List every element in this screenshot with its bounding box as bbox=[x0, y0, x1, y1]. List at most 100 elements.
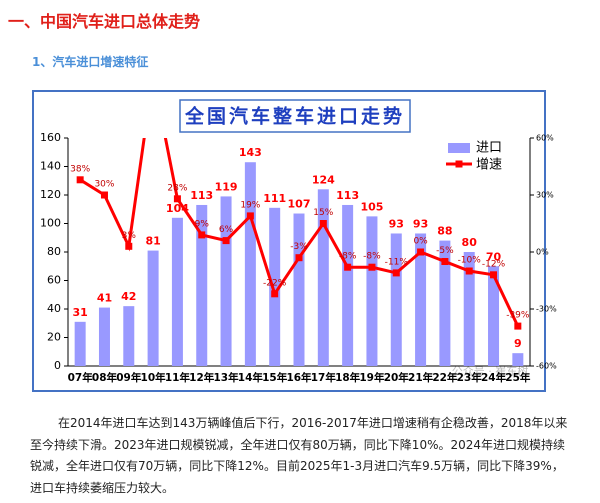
chart-title: 全国汽车整车进口走势 bbox=[184, 105, 405, 128]
growth-marker bbox=[246, 212, 254, 220]
growth-value-label: 3% bbox=[122, 231, 137, 241]
bar-value-label: 104 bbox=[166, 202, 189, 215]
bar-value-label: 119 bbox=[215, 180, 238, 193]
x-tick-label: 25年 bbox=[505, 371, 531, 384]
bar bbox=[171, 217, 183, 366]
growth-value-label: 38% bbox=[70, 164, 90, 174]
section-title: 一、中国汽车进口总体走势 bbox=[8, 12, 201, 31]
growth-value-label: 6% bbox=[219, 225, 234, 235]
watermark: 公众号 · 崔东树 bbox=[452, 364, 529, 378]
growth-value-label: -8% bbox=[339, 252, 357, 262]
bar bbox=[98, 307, 110, 366]
bar-value-label: 113 bbox=[336, 189, 359, 202]
growth-marker bbox=[222, 237, 230, 245]
growth-marker bbox=[344, 263, 352, 271]
bar-value-label: 113 bbox=[190, 189, 213, 202]
x-tick-label: 14年 bbox=[238, 371, 264, 384]
growth-marker bbox=[417, 248, 425, 256]
y-tick-label: 100 bbox=[40, 217, 61, 230]
growth-value-label: -22% bbox=[263, 278, 287, 288]
growth-value-label: 30% bbox=[94, 180, 114, 190]
legend-label: 增速 bbox=[476, 158, 502, 173]
growth-marker bbox=[125, 242, 133, 250]
growth-marker bbox=[173, 195, 181, 203]
x-tick-label: 17年 bbox=[311, 371, 337, 384]
growth-marker bbox=[198, 231, 206, 239]
x-tick-label: 23年 bbox=[457, 371, 483, 384]
growth-value-label: 15% bbox=[313, 208, 333, 218]
bar bbox=[512, 353, 524, 366]
bar-value-label: 88 bbox=[437, 225, 452, 238]
bar-value-label: 70 bbox=[486, 250, 502, 263]
bar bbox=[415, 233, 427, 366]
y2-tick-label: 0% bbox=[536, 248, 549, 257]
section-subtitle: 1、汽车进口增速特征 bbox=[32, 55, 149, 69]
growth-marker bbox=[392, 269, 400, 277]
growth-marker bbox=[490, 271, 498, 279]
growth-marker bbox=[271, 290, 279, 298]
y-tick-label: 40 bbox=[47, 302, 61, 315]
x-tick-label: 18年 bbox=[335, 371, 361, 384]
bar-value-label: 105 bbox=[360, 200, 383, 213]
x-tick-label: 12年 bbox=[189, 371, 215, 384]
bar bbox=[244, 162, 256, 366]
x-tick-label: 07年 bbox=[68, 371, 94, 384]
bar-value-label: 31 bbox=[73, 306, 88, 319]
growth-value-label: -12% bbox=[482, 259, 506, 269]
bar-value-label: 42 bbox=[121, 290, 136, 303]
growth-marker bbox=[295, 254, 303, 262]
growth-value-label: 0% bbox=[413, 237, 428, 247]
x-tick-label: 11年 bbox=[165, 371, 191, 384]
y2-tick-label: 60% bbox=[536, 134, 554, 143]
x-tick-label: 10年 bbox=[141, 371, 167, 384]
y-tick-label: 20 bbox=[47, 331, 61, 344]
y-tick-label: 60 bbox=[47, 274, 61, 287]
bar bbox=[463, 252, 475, 366]
bar-value-label: 93 bbox=[389, 217, 404, 230]
bar bbox=[317, 189, 329, 366]
growth-marker bbox=[319, 220, 327, 227]
bar-value-label: 124 bbox=[312, 173, 335, 186]
bar-value-label: 80 bbox=[462, 236, 478, 249]
growth-value-label: 9% bbox=[195, 219, 210, 229]
bar bbox=[220, 196, 232, 366]
growth-value-label: -3% bbox=[290, 242, 308, 252]
line-clip bbox=[76, 72, 522, 330]
growth-marker bbox=[150, 72, 157, 79]
x-tick-label: 16年 bbox=[286, 371, 312, 384]
bar bbox=[342, 204, 354, 366]
growth-marker bbox=[76, 176, 84, 184]
chart-frame bbox=[32, 90, 546, 392]
y2-tick-label: -30% bbox=[536, 305, 557, 314]
y-tick-label: 80 bbox=[47, 245, 61, 258]
x-tick-label: 08年 bbox=[92, 371, 118, 384]
growth-marker bbox=[441, 258, 449, 265]
growth-marker bbox=[100, 191, 108, 199]
growth-marker bbox=[465, 267, 473, 275]
bar bbox=[196, 204, 208, 366]
bar bbox=[488, 266, 500, 366]
y-tick-label: 0 bbox=[54, 359, 61, 372]
bar-value-label: 9 bbox=[514, 337, 522, 350]
bar bbox=[147, 250, 159, 366]
bar-value-label: 81 bbox=[145, 235, 160, 248]
x-tick-label: 20年 bbox=[384, 371, 410, 384]
bar bbox=[390, 233, 402, 366]
growth-value-label: -11% bbox=[385, 257, 409, 267]
legend-swatch bbox=[455, 160, 463, 168]
growth-value-label: 19% bbox=[240, 200, 260, 210]
y-tick-label: 160 bbox=[40, 131, 61, 144]
bar-value-label: 111 bbox=[263, 192, 286, 205]
x-tick-label: 22年 bbox=[432, 371, 458, 384]
y2-tick-label: -60% bbox=[536, 362, 557, 371]
growth-marker bbox=[368, 263, 376, 271]
y-tick-label: 140 bbox=[40, 160, 61, 173]
bar-value-label: 107 bbox=[288, 198, 311, 211]
growth-value-label: 28% bbox=[167, 183, 187, 193]
growth-value-label: -39% bbox=[506, 311, 530, 321]
x-tick-label: 15年 bbox=[262, 371, 288, 384]
growth-marker bbox=[514, 322, 522, 330]
bar bbox=[366, 216, 378, 366]
x-tick-label: 09年 bbox=[116, 371, 142, 384]
